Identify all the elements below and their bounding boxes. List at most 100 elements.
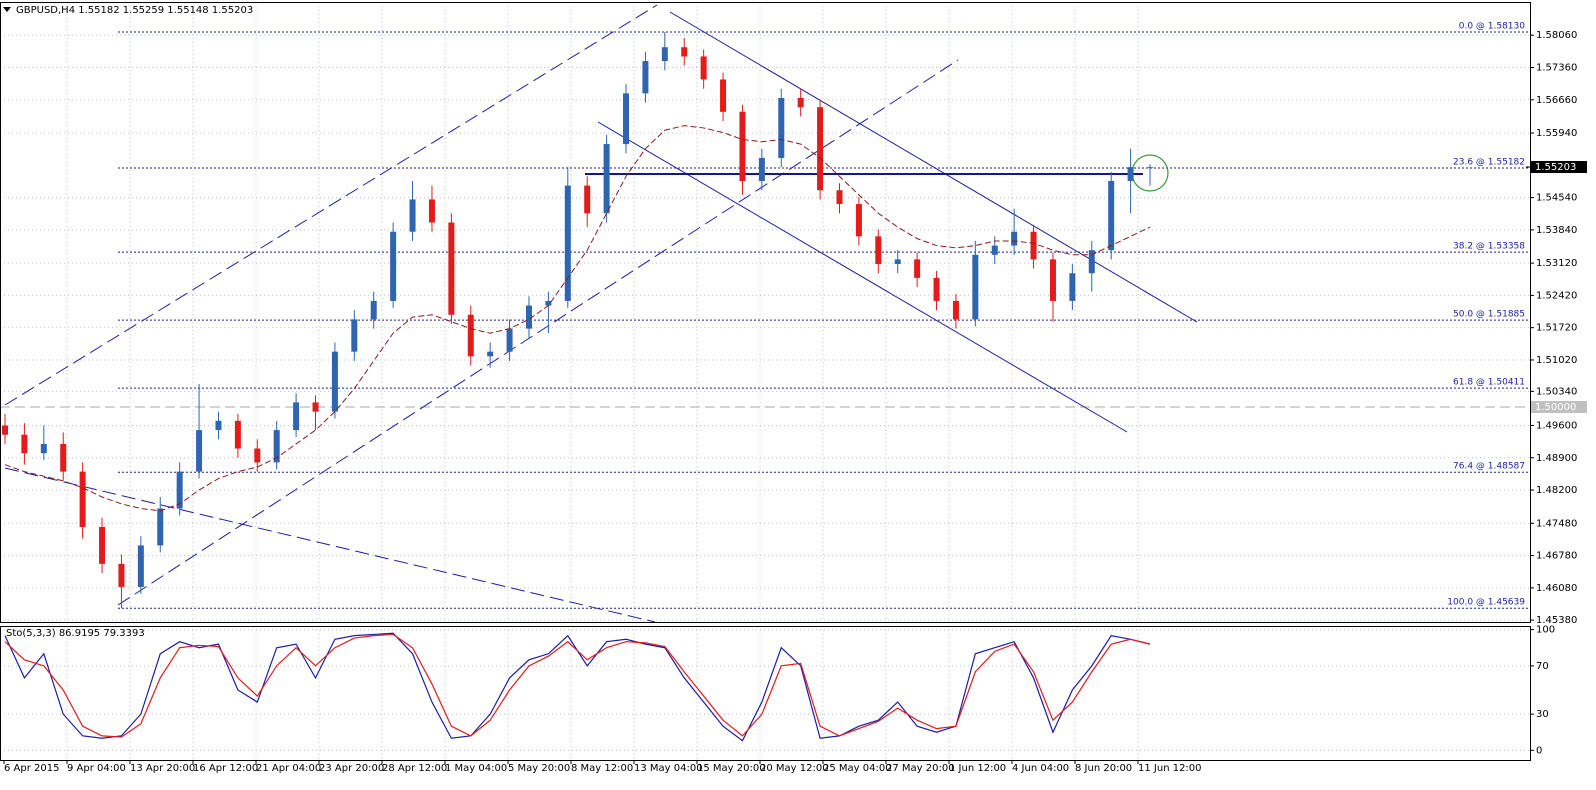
candle-body	[564, 185, 571, 301]
x-tick-label: 9 Apr 04:00	[67, 763, 126, 774]
candle-body	[623, 93, 630, 145]
candle-body	[390, 231, 397, 301]
y-tick-label: 30	[1536, 709, 1549, 720]
x-tick-label: 1 Jun 12:00	[949, 763, 1006, 774]
y-tick-label: 1.52420	[1536, 290, 1577, 301]
candle-body	[681, 47, 688, 57]
fib-label: 23.6 @ 1.55182	[1453, 157, 1525, 167]
candle-body	[720, 79, 727, 112]
candle-body	[700, 56, 707, 80]
candle-body	[836, 190, 843, 205]
fib-label: 100.0 @ 1.45639	[1447, 598, 1525, 608]
y-tick-label: 1.55940	[1536, 128, 1577, 139]
x-tick-label: 20 May 12:00	[760, 763, 829, 774]
x-tick-label: 28 Apr 12:00	[382, 763, 447, 774]
y-tick-label: 1.56660	[1536, 95, 1577, 106]
fib-label: 38.2 @ 1.53358	[1453, 242, 1525, 252]
candle-body	[467, 314, 474, 357]
indicator-title: Sto(5,3,3) 86.9195 79.3393	[6, 628, 145, 639]
moving-average	[4, 125, 1151, 512]
price-label: 1.55203	[1535, 162, 1576, 173]
x-tick-label: 21 Apr 04:00	[256, 763, 321, 774]
candle-body	[991, 245, 998, 255]
channel-line	[117, 59, 959, 606]
y-tick-label: 1.58060	[1536, 30, 1577, 41]
y-tick-label: 1.51020	[1536, 355, 1577, 366]
x-tick-label: 13 May 04:00	[634, 763, 703, 774]
candle-body	[60, 443, 67, 472]
x-tick-label: 27 May 20:00	[886, 763, 955, 774]
candle-body	[196, 430, 203, 472]
x-tick-label: 4 Jun 04:00	[1012, 763, 1069, 774]
candle-body	[273, 430, 280, 463]
fib-label: 76.4 @ 1.48587	[1453, 462, 1525, 472]
candle-body	[312, 402, 319, 412]
candle-body	[875, 236, 882, 265]
candle-body	[739, 111, 746, 181]
x-tick-label: 8 May 12:00	[571, 763, 633, 774]
candle-body	[176, 471, 183, 509]
price-panel-border	[0, 2, 1531, 623]
marks	[2, 31, 1153, 742]
y-tick-label: 1.47480	[1536, 518, 1577, 529]
candle-body	[1127, 167, 1134, 181]
channel-line	[4, 4, 658, 406]
candle-body	[331, 351, 338, 412]
menu-arrow	[3, 7, 11, 12]
trend-line	[4, 467, 656, 623]
y-tick-label: 1.45380	[1536, 615, 1577, 626]
candle-body	[157, 508, 164, 546]
candle-body	[545, 300, 552, 306]
candle-body	[40, 443, 47, 454]
x-tick-label: 6 Apr 2015	[4, 763, 59, 774]
candle-body	[215, 420, 222, 431]
y-tick-label: 1.53120	[1536, 258, 1577, 269]
candle-body	[370, 300, 377, 320]
candle-body	[1069, 273, 1076, 301]
y-tick-label: 1.46080	[1536, 583, 1577, 594]
candle-body	[487, 351, 494, 357]
candle-body	[1147, 167, 1153, 169]
y-tick-label: 100	[1536, 625, 1555, 636]
y-tick-label: 1.53840	[1536, 225, 1577, 236]
stochastic-line	[4, 633, 1151, 738]
y-tick-label: 70	[1536, 661, 1549, 672]
candle-body	[758, 157, 765, 181]
y-tick-label: 1.57360	[1536, 63, 1577, 74]
y-tick-label: 1.54540	[1536, 193, 1577, 204]
grid-layer	[0, 2, 1530, 760]
candle-body	[584, 185, 591, 214]
x-tick-label: 15 May 20:00	[697, 763, 766, 774]
y-tick-label: 1.49600	[1536, 420, 1577, 431]
fib-label: 50.0 @ 1.51885	[1453, 310, 1525, 320]
fib-label: 0.0 @ 1.58130	[1459, 21, 1526, 31]
candle-body	[642, 61, 649, 94]
x-tick-label: 25 May 04:00	[823, 763, 892, 774]
y-tick-label: 1.46780	[1536, 551, 1577, 562]
channel-line	[669, 11, 1198, 323]
candle-body	[778, 97, 785, 158]
y-tick-label: 1.50340	[1536, 386, 1577, 397]
level-label-box	[1531, 401, 1587, 414]
candle-body	[21, 434, 28, 454]
candle-body	[293, 402, 300, 431]
candle-body	[137, 545, 144, 587]
candle-body	[914, 259, 921, 278]
candle-body	[525, 305, 532, 329]
candle-body	[1030, 231, 1037, 260]
candle-body	[409, 199, 416, 232]
candle-body	[603, 144, 610, 214]
stoch-panel-border	[0, 626, 1531, 761]
candle-body	[661, 47, 668, 62]
candle-body	[351, 319, 358, 352]
x-tick-label: 16 Apr 12:00	[193, 763, 258, 774]
candle-body	[1088, 250, 1095, 274]
candle-body	[817, 107, 824, 191]
candle-body	[99, 526, 106, 564]
candle-body	[254, 448, 261, 463]
x-tick-label: 11 Jun 12:00	[1138, 763, 1202, 774]
y-tick-label: 1.51720	[1536, 323, 1577, 334]
chart-title: GBPUSD,H4 1.55182 1.55259 1.55148 1.5520…	[16, 5, 253, 16]
candle-body	[234, 420, 241, 449]
